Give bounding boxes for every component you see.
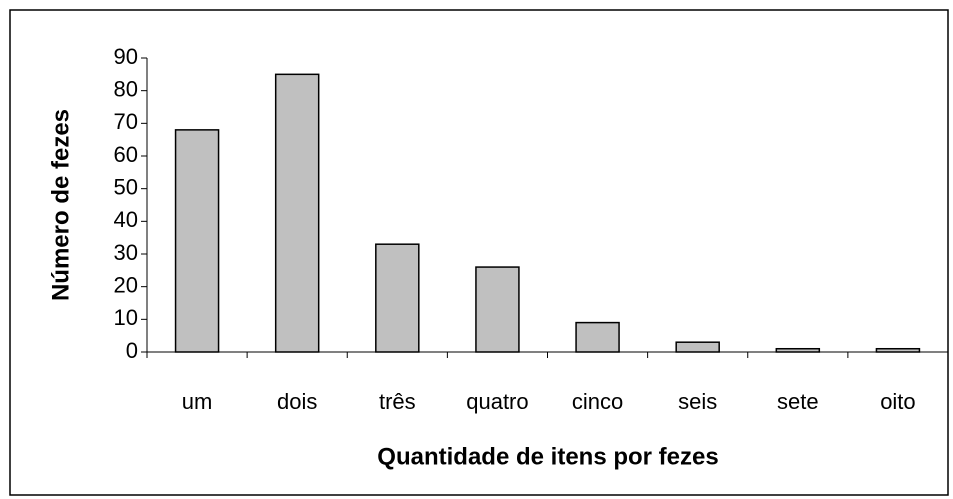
y-tick-label: 0 bbox=[126, 338, 138, 363]
y-tick-label: 50 bbox=[114, 174, 138, 199]
bar bbox=[875, 347, 921, 353]
y-tick-label: 60 bbox=[114, 142, 138, 167]
x-tick-label: dois bbox=[277, 389, 317, 414]
x-tick-label: cinco bbox=[572, 389, 623, 414]
y-axis-title: Número de fezes bbox=[47, 109, 74, 301]
x-tick-label: oito bbox=[880, 389, 915, 414]
bar bbox=[575, 321, 620, 353]
chart-border bbox=[9, 9, 949, 496]
bar bbox=[675, 341, 720, 353]
y-tick-label: 70 bbox=[114, 109, 138, 134]
bar bbox=[375, 243, 420, 353]
y-tick-label: 20 bbox=[114, 272, 138, 297]
x-tick-label: três bbox=[379, 389, 416, 414]
y-tick-label: 40 bbox=[114, 207, 138, 232]
y-tick-label: 90 bbox=[114, 44, 138, 69]
x-tick-label: seis bbox=[678, 389, 717, 414]
bar bbox=[274, 73, 320, 353]
y-tick-label: 30 bbox=[114, 240, 138, 265]
x-axis-title: Quantidade de itens por fezes bbox=[377, 443, 718, 470]
bar bbox=[174, 129, 220, 353]
y-tick-label: 80 bbox=[114, 76, 138, 101]
y-tick-label: 10 bbox=[114, 305, 138, 330]
bar bbox=[475, 266, 520, 353]
x-tick-label: quatro bbox=[466, 389, 528, 414]
x-tick-label: sete bbox=[777, 389, 819, 414]
x-tick-label: um bbox=[182, 389, 213, 414]
bar bbox=[775, 347, 821, 353]
